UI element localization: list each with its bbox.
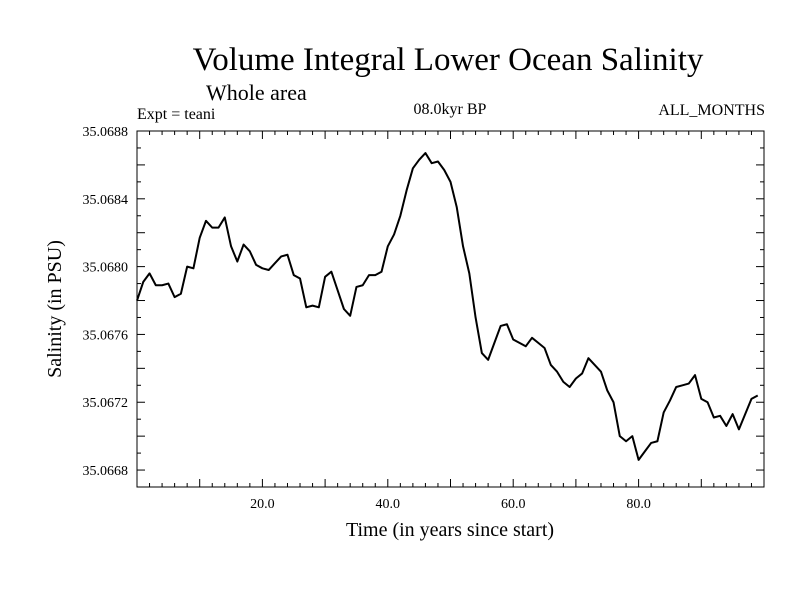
period-label: 08.0kyr BP <box>414 101 487 118</box>
x-tick-label: 80.0 <box>626 497 651 512</box>
x-tick-label: 40.0 <box>376 497 401 512</box>
y-tick-label: 35.0688 <box>83 125 129 140</box>
y-tick-label: 35.0668 <box>83 464 129 479</box>
x-tick-label: 60.0 <box>501 497 526 512</box>
y-tick-label: 35.0676 <box>83 328 129 343</box>
experiment-label: Expt = teani <box>137 106 216 123</box>
chart-subtitle: Whole area <box>206 80 307 105</box>
x-axis-label: Time (in years since start) <box>346 519 554 541</box>
months-label: ALL_MONTHS <box>658 102 765 119</box>
chart-title: Volume Integral Lower Ocean Salinity <box>193 42 704 78</box>
y-tick-label: 35.0684 <box>83 193 129 208</box>
y-axis-label: Salinity (in PSU) <box>44 240 66 378</box>
salinity-series-line <box>136 152 759 461</box>
y-tick-label: 35.0680 <box>83 261 129 276</box>
y-tick-labels: 35.0668 35.0672 35.0676 35.0680 35.0684 35.06… <box>83 125 129 479</box>
x-tick-label: 20.0 <box>250 497 275 512</box>
y-tick-label: 35.0672 <box>83 396 129 411</box>
x-tick-labels: 20.0 40.0 60.0 80.0 <box>250 497 651 512</box>
axis-ticks <box>137 131 764 487</box>
